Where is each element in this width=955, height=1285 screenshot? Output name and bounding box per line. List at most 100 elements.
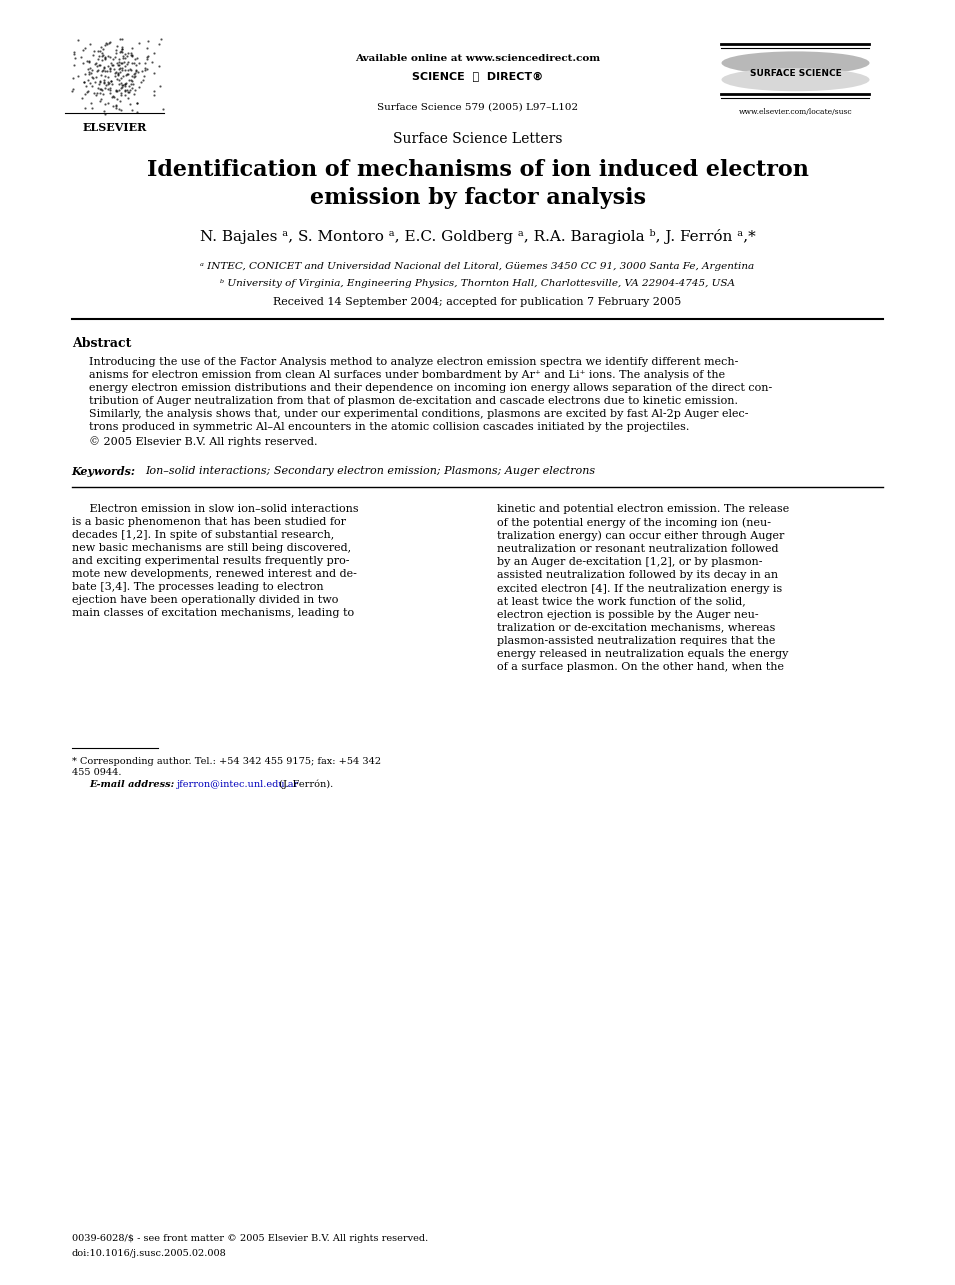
Point — [104, 86, 119, 107]
Point — [115, 42, 130, 63]
Point — [100, 72, 116, 93]
Point — [67, 41, 82, 62]
Point — [120, 51, 136, 72]
Point — [124, 37, 139, 58]
Point — [119, 80, 135, 100]
Point — [77, 84, 93, 104]
Point — [86, 41, 101, 62]
Point — [91, 73, 106, 94]
Point — [86, 82, 101, 103]
Point — [83, 93, 98, 113]
Point — [78, 76, 94, 96]
Point — [96, 102, 112, 122]
Text: Identification of mechanisms of ion induced electron
emission by factor analysis: Identification of mechanisms of ion indu… — [146, 159, 809, 209]
Point — [123, 75, 138, 95]
Point — [67, 44, 82, 64]
Point — [124, 71, 139, 91]
Text: kinetic and potential electron emission. The release
of the potential energy of : kinetic and potential electron emission.… — [497, 504, 789, 672]
Point — [102, 80, 117, 100]
Point — [138, 58, 153, 78]
Point — [126, 67, 141, 87]
Point — [117, 75, 133, 95]
Point — [152, 76, 167, 96]
Point — [129, 60, 144, 81]
Point — [114, 100, 129, 121]
Point — [114, 68, 129, 89]
Point — [112, 99, 127, 120]
Point — [107, 63, 122, 84]
Point — [85, 76, 100, 96]
Point — [96, 39, 111, 59]
Point — [113, 62, 128, 82]
Point — [106, 86, 121, 107]
Point — [107, 66, 122, 86]
Point — [84, 63, 99, 84]
Point — [117, 44, 132, 64]
Point — [97, 60, 113, 81]
Point — [92, 54, 107, 75]
Point — [112, 41, 127, 62]
Point — [129, 93, 144, 113]
Point — [108, 62, 123, 82]
Point — [138, 60, 153, 81]
Point — [111, 73, 126, 94]
Point — [117, 72, 133, 93]
Point — [113, 73, 128, 94]
Point — [107, 59, 122, 80]
Point — [93, 72, 108, 93]
Point — [134, 72, 149, 93]
Point — [66, 55, 81, 76]
Point — [153, 28, 168, 49]
Point — [135, 62, 150, 82]
Point — [108, 96, 123, 117]
Point — [119, 64, 135, 85]
Text: Electron emission in slow ion–solid interactions
is a basic phenomenon that has : Electron emission in slow ion–solid inte… — [72, 504, 358, 618]
Point — [102, 78, 117, 99]
Point — [92, 78, 107, 99]
Point — [96, 49, 112, 69]
Point — [109, 89, 124, 109]
Text: Available online at www.sciencedirect.com: Available online at www.sciencedirect.co… — [355, 54, 600, 63]
Point — [116, 46, 131, 67]
Point — [138, 53, 153, 73]
Point — [112, 59, 127, 80]
Point — [102, 60, 117, 81]
Text: Surface Science Letters: Surface Science Letters — [393, 132, 562, 146]
Point — [93, 84, 108, 104]
Point — [127, 80, 142, 100]
Point — [97, 104, 113, 125]
Point — [120, 59, 136, 80]
Point — [123, 59, 138, 80]
Point — [92, 46, 107, 67]
Point — [95, 42, 110, 63]
Point — [116, 75, 131, 95]
Point — [139, 49, 155, 69]
Point — [114, 77, 129, 98]
Point — [88, 53, 103, 73]
Point — [115, 60, 130, 81]
Point — [77, 39, 93, 59]
Point — [115, 77, 130, 98]
Text: doi:10.1016/j.susc.2005.02.008: doi:10.1016/j.susc.2005.02.008 — [72, 1249, 226, 1258]
Point — [84, 59, 99, 80]
Point — [117, 55, 133, 76]
Point — [111, 55, 126, 76]
Point — [129, 48, 144, 68]
Point — [113, 30, 128, 50]
Point — [117, 48, 133, 68]
Point — [122, 80, 138, 100]
Point — [96, 45, 111, 66]
Point — [117, 59, 133, 80]
Point — [115, 39, 130, 59]
Point — [97, 94, 113, 114]
Point — [136, 69, 151, 90]
Point — [105, 49, 120, 69]
Text: Introducing the use of the Factor Analysis method to analyze electron emission s: Introducing the use of the Factor Analys… — [89, 357, 772, 447]
Point — [115, 48, 130, 68]
Point — [93, 37, 108, 58]
Point — [117, 51, 132, 72]
Point — [111, 55, 126, 76]
Point — [82, 51, 97, 72]
Point — [115, 58, 130, 78]
Ellipse shape — [722, 68, 870, 91]
